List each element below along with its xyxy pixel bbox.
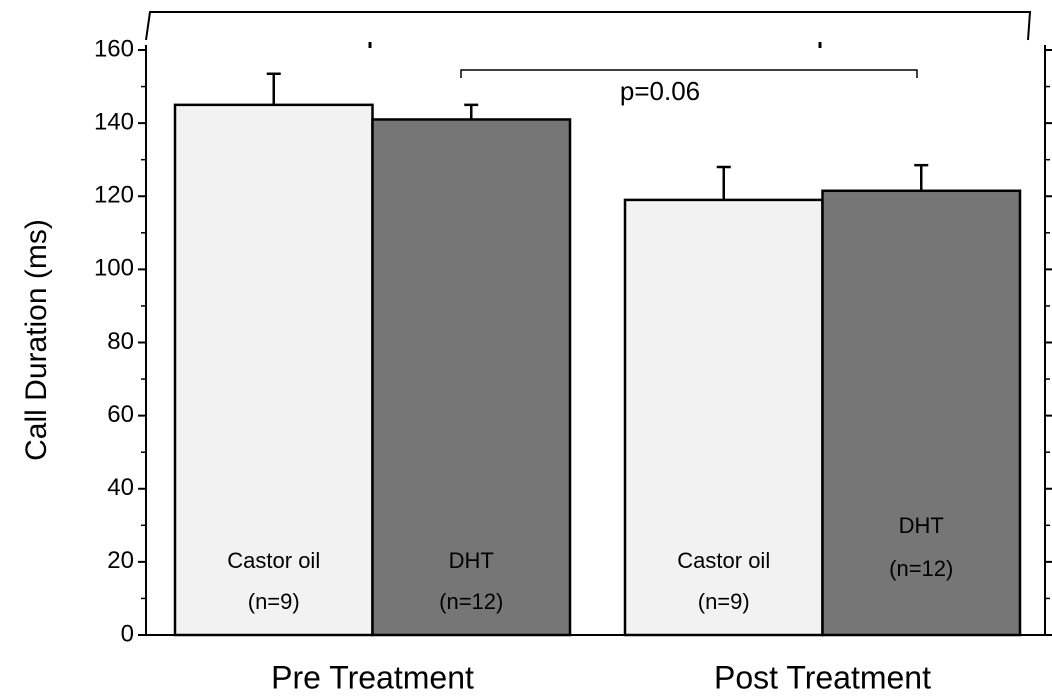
- bar-series-label: DHT: [899, 513, 944, 538]
- y-tick-label: 20: [107, 547, 134, 574]
- bar: [623, 198, 824, 637]
- y-tick-label: 140: [94, 108, 134, 135]
- bar: [821, 189, 1022, 637]
- bar-series-label: Castor oil: [227, 548, 320, 573]
- bar-series-label: DHT: [449, 548, 494, 573]
- bar: [371, 118, 572, 637]
- bar-n-label: (n=12): [889, 556, 953, 581]
- y-tick-label: 120: [94, 182, 134, 209]
- y-tick-label: 80: [107, 328, 134, 355]
- y-tick-label: 160: [94, 35, 134, 62]
- p-value: p=0.06: [620, 76, 700, 106]
- frame-top: [145, 11, 1032, 41]
- y-tick-label: 60: [107, 401, 134, 428]
- bar-n-label: (n=9): [248, 589, 300, 614]
- x-tick-label: Pre Treatment: [271, 659, 474, 695]
- bar-n-label: (n=9): [698, 589, 750, 614]
- significance-bracket: [460, 69, 918, 78]
- y-tick-label: 40: [107, 474, 134, 501]
- y-axis-label: Call Duration (ms): [20, 219, 53, 461]
- y-tick-label: 100: [94, 255, 134, 282]
- bar: [173, 103, 374, 637]
- bar-n-label: (n=12): [439, 589, 503, 614]
- y-tick-label: 0: [121, 620, 134, 647]
- bar-series-label: Castor oil: [677, 548, 770, 573]
- x-tick-label: Post Treatment: [714, 659, 931, 695]
